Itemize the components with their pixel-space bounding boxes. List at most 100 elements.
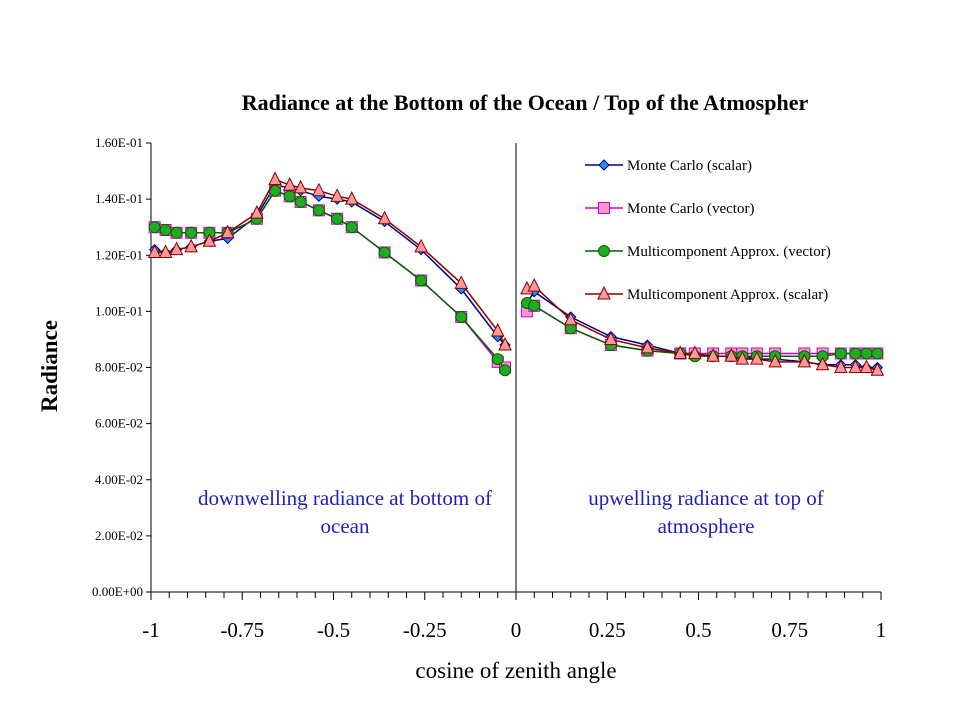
x-tick-label: -0.75 xyxy=(220,618,264,642)
data-point xyxy=(859,359,874,373)
data-point xyxy=(768,353,782,368)
legend-item-4: Multicomponent Approx. (scalar) xyxy=(585,285,828,303)
y-axis-label: Radiance xyxy=(37,320,62,412)
legend: Monte Carlo (scalar) Monte Carlo (vector)… xyxy=(585,158,831,303)
data-point xyxy=(834,359,848,373)
data-point xyxy=(527,278,542,292)
series-line xyxy=(154,178,506,346)
y-tick-label: 2.00E-02 xyxy=(95,528,143,543)
series-line xyxy=(154,189,506,369)
data-point xyxy=(330,188,344,202)
legend-marker xyxy=(598,159,610,171)
data-point xyxy=(490,322,505,337)
data-point xyxy=(849,347,862,360)
data-point xyxy=(860,347,873,360)
data-point xyxy=(706,348,720,362)
data-point xyxy=(378,246,391,259)
data-point xyxy=(604,331,618,345)
x-axis-label: cosine of zenith angle xyxy=(415,658,616,683)
data-point xyxy=(377,210,392,225)
y-tick-label: 1.60E-01 xyxy=(95,135,143,150)
series-line xyxy=(526,304,878,355)
legend-label: Multicomponent Approx. (vector) xyxy=(627,244,831,260)
annotation-downwelling-line2: ocean xyxy=(321,514,370,538)
annotation-upwelling-line2: atmosphere xyxy=(658,514,755,538)
legend-item-3: Multicomponent Approx. (vector) xyxy=(585,244,831,260)
data-point xyxy=(673,345,688,359)
annotation-upwelling-line1: upwelling radiance at top of xyxy=(588,486,824,510)
data-point xyxy=(491,353,504,366)
x-axis: -1 -0.75 -0.5 -0.25 0 0.25 0.5 0.75 1 xyxy=(142,143,886,642)
data-point xyxy=(455,310,468,323)
y-tick-label: 8.00E-02 xyxy=(95,360,143,375)
x-tick-label: 0 xyxy=(511,618,522,642)
y-tick-label: 6.00E-02 xyxy=(95,416,143,431)
series-4 xyxy=(147,171,885,376)
data-point xyxy=(870,362,885,376)
data-point xyxy=(250,205,264,219)
data-point xyxy=(797,353,812,368)
data-point xyxy=(268,171,282,185)
x-tick-label: 1 xyxy=(876,618,887,642)
legend-label: Monte Carlo (vector) xyxy=(627,201,754,217)
series-line xyxy=(154,184,506,346)
data-point xyxy=(293,179,308,194)
data-point xyxy=(312,204,325,217)
data-point xyxy=(563,311,578,326)
legend-label: Monte Carlo (scalar) xyxy=(627,158,752,174)
data-point xyxy=(282,176,297,191)
data-point xyxy=(148,221,161,234)
x-tick-label: 0.75 xyxy=(771,618,808,642)
annotation-downwelling-line1: downwelling radiance at bottom of xyxy=(198,486,492,510)
data-point xyxy=(147,244,162,258)
y-axis: 0.00E+00 2.00E-02 4.00E-02 6.00E-02 8.00E-02… xyxy=(92,135,152,599)
data-point xyxy=(871,347,884,360)
data-point xyxy=(414,238,428,253)
data-point xyxy=(344,191,359,205)
data-point xyxy=(415,274,428,287)
data-point xyxy=(169,241,184,256)
data-point xyxy=(158,244,173,258)
data-point xyxy=(640,339,655,354)
y-tick-label: 4.00E-02 xyxy=(95,472,143,487)
data-point xyxy=(312,182,326,197)
chart-title: Radiance at the Bottom of the Ocean / To… xyxy=(242,90,809,115)
data-point xyxy=(528,299,541,312)
data-point xyxy=(750,350,764,365)
data-point xyxy=(283,190,296,203)
x-tick-label: 0.5 xyxy=(685,618,711,642)
plot-series xyxy=(147,171,885,377)
legend-marker xyxy=(598,202,610,214)
y-tick-label: 1.20E-01 xyxy=(95,247,143,262)
data-point xyxy=(185,226,198,239)
legend-marker xyxy=(598,245,610,257)
data-point xyxy=(454,275,469,289)
x-tick-label: -0.5 xyxy=(317,618,350,642)
data-point xyxy=(834,347,847,360)
data-point xyxy=(688,345,702,359)
data-point xyxy=(294,195,307,208)
legend-label: Multicomponent Approx. (scalar) xyxy=(627,287,828,303)
y-tick-label: 0.00E+00 xyxy=(92,584,143,599)
data-point xyxy=(848,359,863,373)
y-tick-label: 1.00E-01 xyxy=(95,303,143,318)
data-point xyxy=(331,212,344,225)
data-point xyxy=(735,350,750,365)
data-point xyxy=(499,364,512,377)
y-tick-label: 1.40E-01 xyxy=(95,191,143,206)
data-point xyxy=(170,226,183,239)
x-tick-label: -1 xyxy=(142,618,160,642)
data-point xyxy=(220,224,235,239)
data-point xyxy=(724,348,739,362)
data-point xyxy=(159,223,172,236)
data-point xyxy=(815,356,830,371)
x-tick-label: -0.25 xyxy=(403,618,447,642)
data-point xyxy=(345,221,358,234)
legend-item-2: Monte Carlo (vector) xyxy=(585,201,754,217)
legend-item-1: Monte Carlo (scalar) xyxy=(585,158,752,174)
data-point xyxy=(202,233,217,247)
legend-marker xyxy=(597,285,611,300)
data-point xyxy=(498,336,512,351)
x-tick-label: 0.25 xyxy=(589,618,626,642)
